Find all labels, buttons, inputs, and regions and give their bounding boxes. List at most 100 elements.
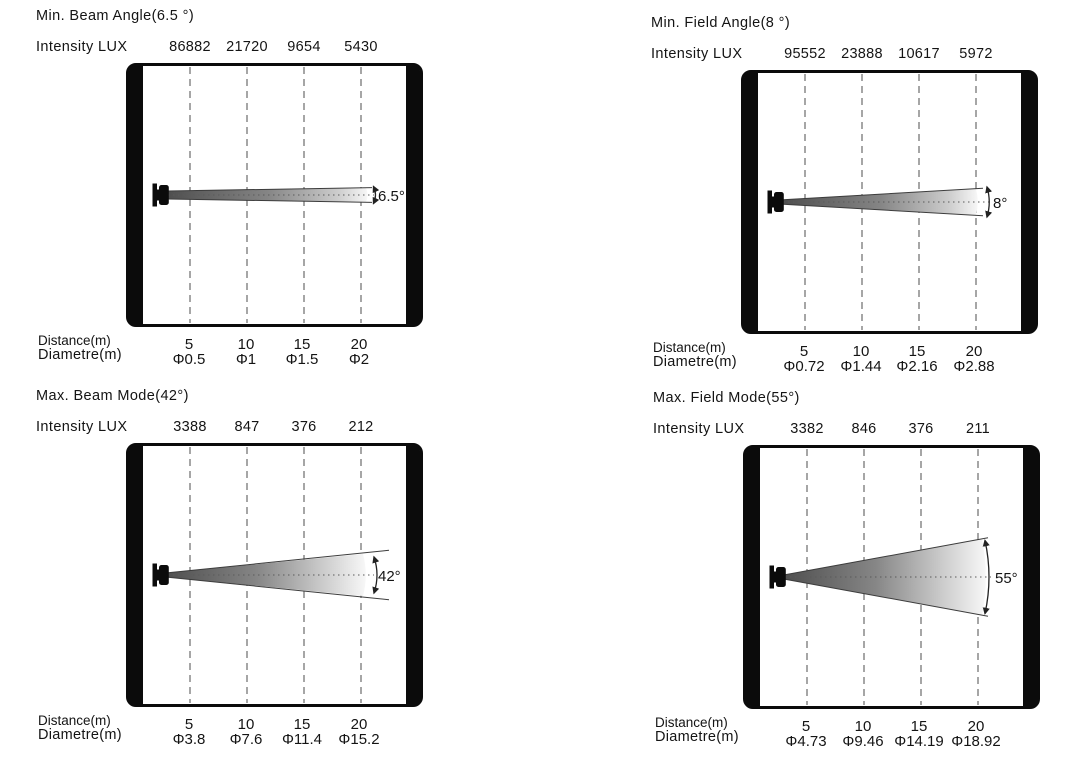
intensity-label: Intensity LUX [653, 421, 745, 437]
intensity-value: 847 [234, 419, 260, 435]
diametre-label: Diametre(m) [655, 729, 739, 745]
diametre-value: Φ2.16 [896, 358, 938, 375]
beam-edge-bottom [784, 578, 989, 617]
panel-title: Min. Field Angle(8 °) [651, 15, 791, 31]
distance-label: Distance(m) [653, 340, 726, 355]
distance-value: 10 [237, 716, 255, 733]
beam-diagram-svg [152, 447, 390, 703]
diametre-label: Diametre(m) [653, 354, 737, 370]
intensity-value: 9654 [287, 39, 321, 55]
intensity-value: 376 [291, 419, 317, 435]
intensity-value: 10617 [898, 46, 940, 62]
distance-value: 5 [184, 716, 194, 733]
beam-edge-bottom [167, 198, 373, 203]
light-fixture-icon [152, 183, 169, 207]
beam-edge-bottom [782, 203, 984, 217]
beam-cone [168, 188, 368, 202]
diametre-value: Φ1 [235, 351, 257, 368]
diametre-value: Φ4.73 [785, 733, 827, 750]
panel-max-field-mode: Max. Field Mode(55°) Intensity LUX 3382 … [617, 382, 1073, 760]
distance-value: 15 [293, 716, 311, 733]
panel-title: Min. Beam Angle(6.5 °) [36, 8, 195, 24]
beam-diagram-svg [767, 74, 993, 330]
beam-cone [783, 189, 978, 215]
angle-arc [372, 185, 380, 205]
distance-label: Distance(m) [655, 715, 728, 730]
right-mask-bar [406, 66, 420, 324]
diametre-value: Φ1.5 [285, 351, 319, 368]
beam-edge-bottom [167, 576, 390, 601]
angle-arc [372, 555, 380, 595]
distance-label: Distance(m) [38, 713, 111, 728]
diametre-value: Φ18.92 [951, 733, 1001, 750]
diametre-value: Φ2.88 [953, 358, 995, 375]
intensity-value: 5430 [344, 39, 378, 55]
diametre-value: Φ0.72 [783, 358, 825, 375]
diametre-label: Diametre(m) [38, 727, 122, 743]
left-mask-bar [746, 448, 760, 706]
panel-title: Max. Beam Mode(42°) [36, 388, 189, 404]
distance-value: 5 [799, 343, 809, 360]
intensity-value: 376 [908, 421, 934, 437]
light-fixture-icon [769, 565, 786, 589]
intensity-value: 86882 [169, 39, 211, 55]
right-mask-bar [1021, 73, 1035, 331]
beam-diagram-svg [152, 67, 380, 323]
diametre-label: Diametre(m) [38, 347, 122, 363]
intensity-value: 3382 [790, 421, 824, 437]
diametre-value: Φ11.4 [281, 731, 323, 748]
angle-label: 55° [995, 570, 1018, 587]
distance-value: 5 [184, 336, 194, 353]
left-mask-bar [744, 73, 758, 331]
intensity-value: 3388 [173, 419, 207, 435]
angle-label: 42° [378, 568, 401, 585]
diametre-value: Φ3.8 [172, 731, 206, 748]
panel-min-field-angle: Min. Field Angle(8 °) Intensity LUX 9555… [615, 7, 1073, 385]
intensity-value: 5972 [959, 46, 993, 62]
panel-min-beam-angle: Min. Beam Angle(6.5 °) Intensity LUX 868… [0, 0, 536, 378]
beam-edge-top [167, 187, 373, 192]
distance-value: 15 [908, 343, 926, 360]
distance-value: 15 [293, 336, 311, 353]
angle-label: 8° [993, 195, 1008, 212]
intensity-value: 95552 [784, 46, 826, 62]
diametre-value: Φ2 [348, 351, 370, 368]
intensity-value: 846 [851, 421, 877, 437]
beam-cone [168, 554, 366, 596]
right-mask-bar [1023, 448, 1037, 706]
intensity-value: 21720 [226, 39, 268, 55]
intensity-value: 212 [348, 419, 374, 435]
distance-value: 20 [965, 343, 983, 360]
diametre-value: Φ9.46 [842, 733, 884, 750]
diametre-value: Φ14.19 [894, 733, 944, 750]
distance-value: 10 [237, 336, 255, 353]
diametre-value: Φ1.44 [840, 358, 882, 375]
distance-value: 10 [854, 718, 872, 735]
distance-value: 5 [801, 718, 811, 735]
intensity-label: Intensity LUX [651, 46, 743, 62]
light-fixture-icon [767, 190, 784, 214]
distance-value: 15 [910, 718, 928, 735]
panel-max-beam-mode: Max. Beam Mode(42°) Intensity LUX 3388 8… [0, 380, 536, 758]
beam-edge-top [782, 187, 984, 201]
intensity-label: Intensity LUX [36, 39, 128, 55]
diametre-value: Φ7.6 [229, 731, 263, 748]
diametre-value: Φ0.5 [172, 351, 206, 368]
left-mask-bar [129, 66, 143, 324]
left-mask-bar [129, 446, 143, 704]
distance-value: 20 [350, 716, 368, 733]
intensity-value: 211 [965, 421, 991, 437]
light-fixture-icon [152, 563, 169, 587]
distance-value: 20 [967, 718, 985, 735]
intensity-value: 23888 [841, 46, 883, 62]
angle-arc [982, 539, 990, 615]
distance-value: 20 [350, 336, 368, 353]
distance-label: Distance(m) [38, 333, 111, 348]
diametre-value: Φ15.2 [338, 731, 380, 748]
beam-diagram-svg [769, 449, 991, 705]
beam-edge-top [784, 537, 989, 576]
intensity-label: Intensity LUX [36, 419, 128, 435]
angle-arc [985, 185, 993, 219]
right-mask-bar [406, 446, 420, 704]
